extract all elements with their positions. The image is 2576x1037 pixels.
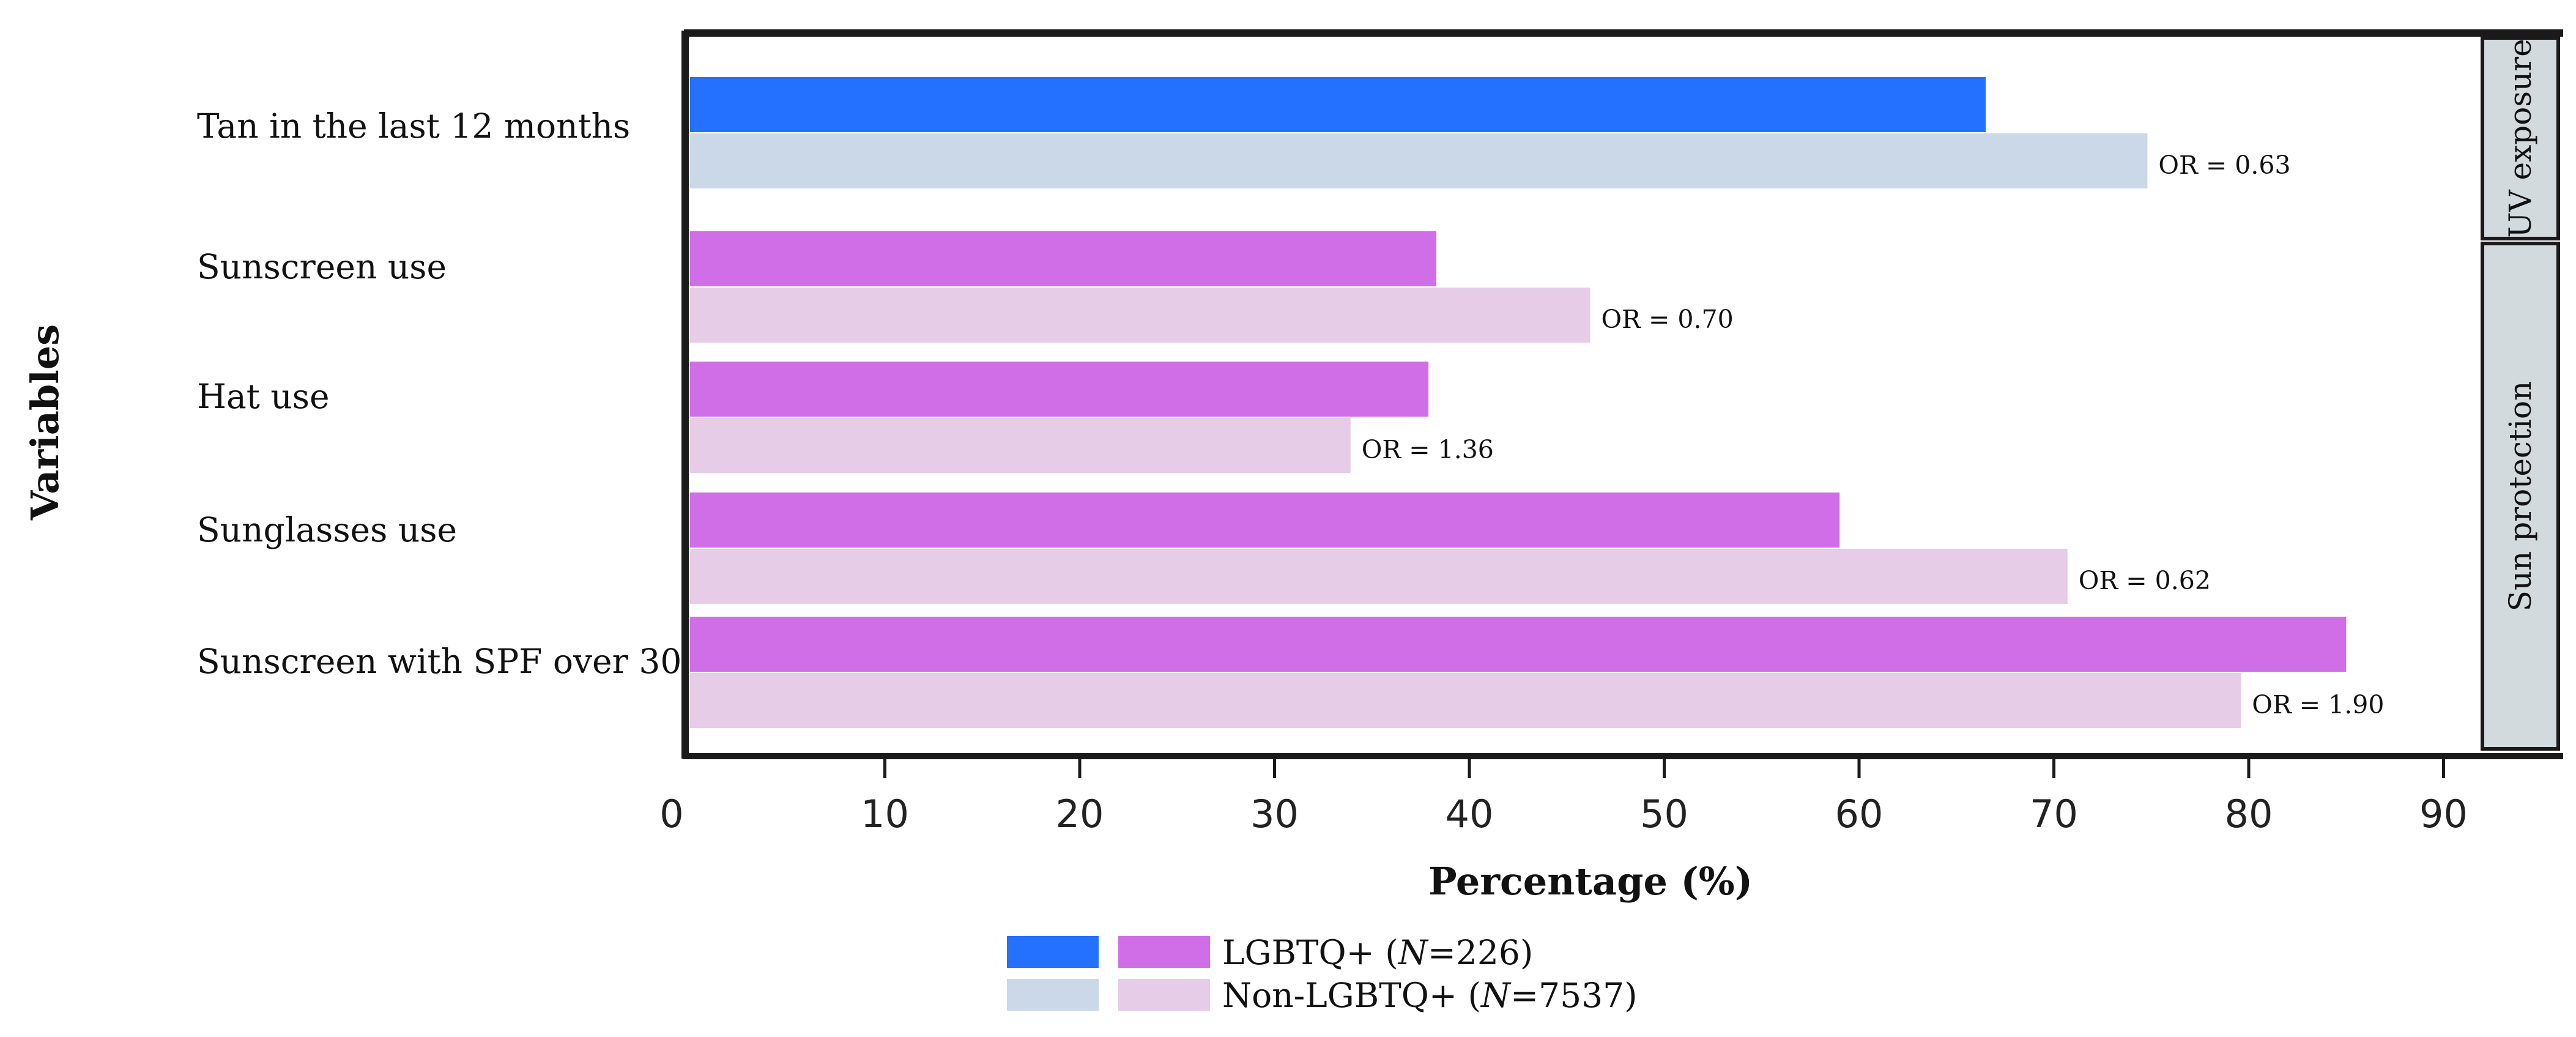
- legend-swatch-sun-lgbtq: [1118, 936, 1210, 968]
- category-label-sunscreen-use: Sunscreen use: [197, 247, 447, 286]
- bar-lgbtq-sunglasses-use: [690, 492, 1840, 548]
- or-label-tan-in-the-last-12-months: OR = 0.63: [2158, 151, 2290, 180]
- y-axis-title: Variables: [23, 324, 67, 521]
- bar-non-lgbtq-hat-use: [690, 418, 1351, 473]
- bar-marks: OR = 0.63 Tan in the last 12 months OR = 0…: [197, 77, 2384, 728]
- category-label-hat-use: Hat use: [197, 377, 330, 416]
- x-tick-label-80: 80: [2225, 792, 2273, 836]
- legend-lgbtq-prefix: LGBTQ+ (: [1222, 933, 1398, 972]
- or-label-sunscreen-with-spf-over-30: OR = 1.90: [2252, 690, 2384, 719]
- x-tick-label-0: 0: [659, 792, 683, 836]
- legend-non-lgbtq-prefix: Non-LGBTQ+ (: [1222, 976, 1481, 1015]
- x-tick-label-30: 30: [1250, 792, 1299, 836]
- legend-swatch-uv-lgbtq: [1007, 936, 1099, 968]
- x-tick-label-90: 90: [2419, 792, 2468, 836]
- legend-swatch-uv-non-lgbtq: [1007, 979, 1099, 1011]
- strip-label-sun-protection: Sun protection: [2503, 381, 2538, 612]
- strip-uv-exposure: [2481, 36, 2560, 240]
- legend-lgbtq-n: N: [1397, 933, 1429, 972]
- category-label-sunscreen-with-spf-over-30: Sunscreen with SPF over 30: [197, 642, 681, 681]
- bar-lgbtq-tan-in-the-last-12-months: [690, 77, 1986, 132]
- x-tick-label-70: 70: [2030, 792, 2078, 836]
- legend-label-lgbtq: LGBTQ+ (N=226): [1222, 933, 1533, 972]
- strip-sun-protection: [2481, 242, 2560, 751]
- or-label-hat-use: OR = 1.36: [1362, 435, 1494, 464]
- bar-lgbtq-sunscreen-use: [690, 231, 1436, 286]
- x-tick-label-10: 10: [861, 792, 909, 836]
- bar-lgbtq-hat-use: [690, 362, 1429, 417]
- legend-non-lgbtq-n: N: [1480, 976, 1512, 1015]
- bar-non-lgbtq-sunglasses-use: [690, 549, 2068, 604]
- legend: LGBTQ+ (N=226) Non-LGBTQ+ (N=7537): [1007, 933, 1638, 1015]
- x-axis-ticks: 0 10 20 30 40 50 60 70 80 90: [659, 758, 2468, 836]
- category-label-tan-in-the-last-12-months: Tan in the last 12 months: [197, 106, 630, 146]
- category-label-sunglasses-use: Sunglasses use: [197, 510, 457, 549]
- legend-lgbtq-suffix: =226): [1428, 933, 1534, 972]
- x-tick-label-60: 60: [1835, 792, 1884, 836]
- x-tick-label-50: 50: [1640, 792, 1688, 836]
- x-tick-label-20: 20: [1056, 792, 1104, 836]
- x-axis-title: Percentage (%): [1428, 859, 1753, 904]
- bar-non-lgbtq-sunscreen-with-spf-over-30: [690, 673, 2241, 728]
- legend-label-non-lgbtq: Non-LGBTQ+ (N=7537): [1222, 976, 1638, 1015]
- bar-non-lgbtq-tan-in-the-last-12-months: [690, 133, 2148, 188]
- or-label-sunglasses-use: OR = 0.62: [2079, 566, 2211, 595]
- bar-non-lgbtq-sunscreen-use: [690, 288, 1591, 343]
- legend-non-lgbtq-suffix: =7537): [1510, 976, 1638, 1015]
- bar-lgbtq-sunscreen-with-spf-over-30: [690, 617, 2347, 672]
- x-tick-label-40: 40: [1446, 792, 1494, 836]
- strip-label-uv-exposure: UV exposure: [2503, 39, 2538, 237]
- legend-swatch-sun-non-lgbtq: [1118, 979, 1210, 1011]
- or-label-sunscreen-use: OR = 0.70: [1601, 305, 1733, 334]
